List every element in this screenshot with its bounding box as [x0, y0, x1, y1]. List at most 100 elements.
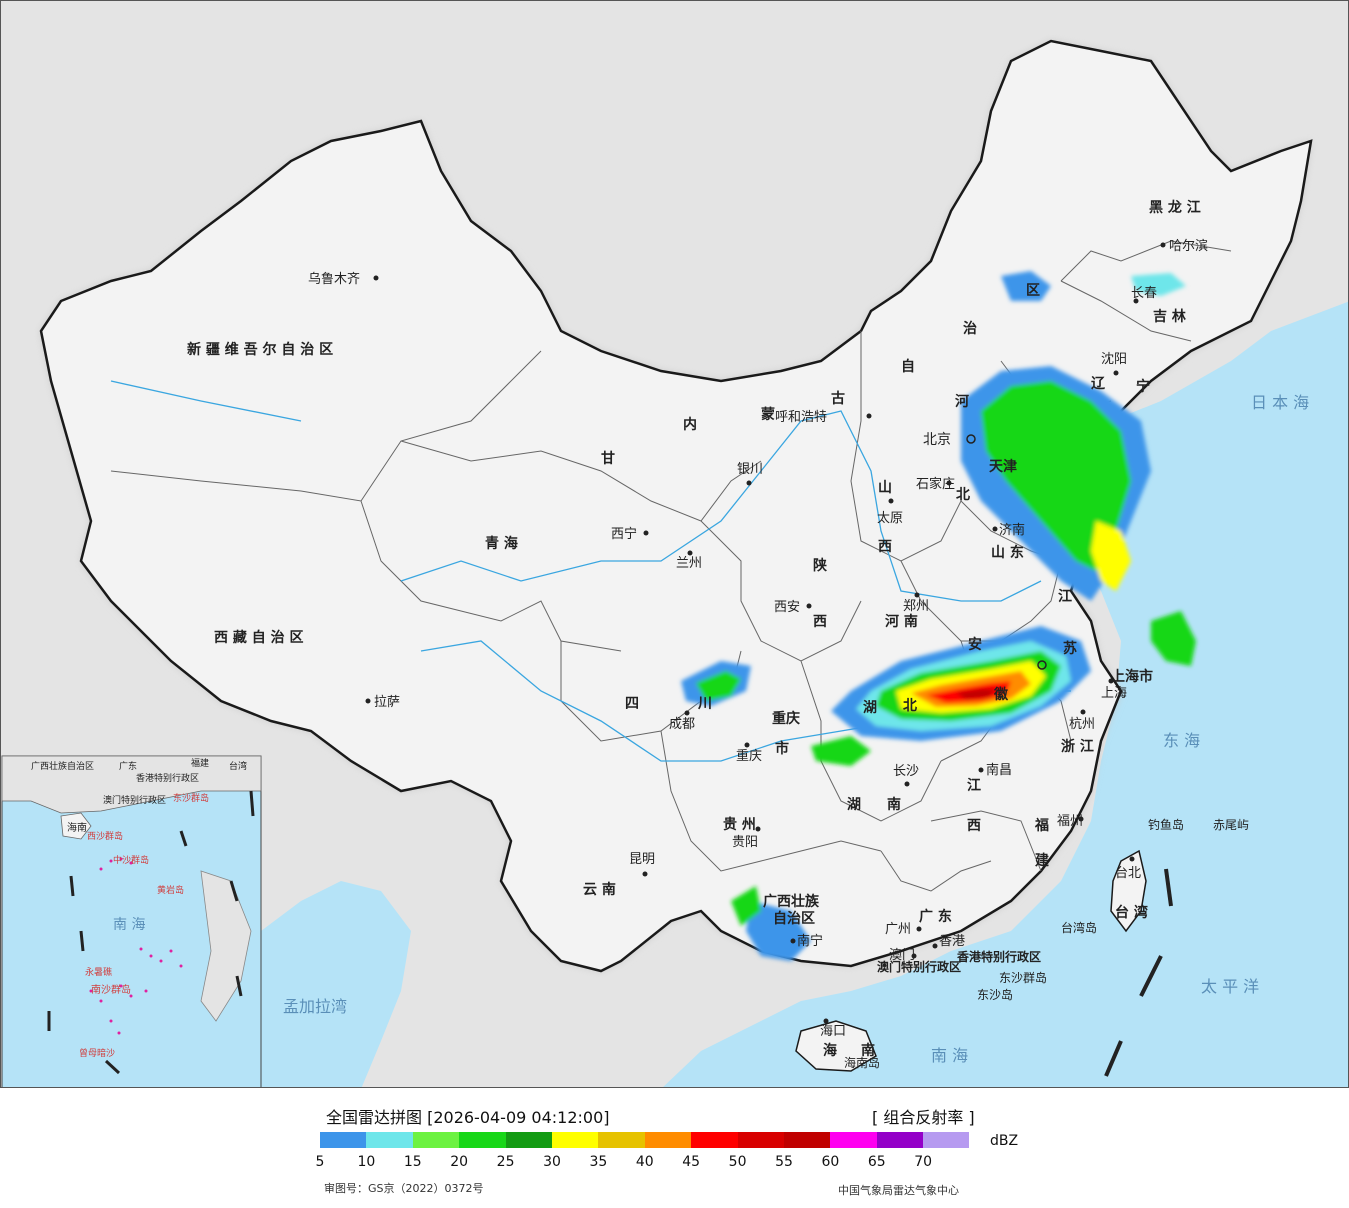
city-changchun: 长春: [1131, 286, 1157, 301]
inset-yongshu: 永暑礁: [85, 966, 112, 978]
city-kunming: 昆明: [629, 852, 655, 867]
label-guangdong: 广 东: [919, 908, 952, 925]
scale-tick-5: 5: [315, 1154, 325, 1170]
unit-label: dBZ: [990, 1133, 1019, 1149]
label-hu: 湖: [847, 797, 861, 813]
label-henan: 河 南: [885, 613, 918, 630]
color-swatch-13: [923, 1132, 970, 1148]
island-chiwei: 赤尾屿: [1213, 818, 1249, 832]
scale-tick-15: 15: [403, 1154, 422, 1170]
label-he: 河: [955, 393, 969, 410]
color-swatch-11: [830, 1132, 877, 1148]
island-diaoyu: 钓鱼岛: [1148, 817, 1184, 832]
label-jx-xi: 西: [967, 818, 981, 834]
label-zhi: 治: [963, 320, 977, 337]
label-hainan-nan: 南: [861, 1042, 875, 1059]
label-taiwan: 台 湾: [1115, 904, 1148, 921]
color-swatch-7: [644, 1132, 692, 1148]
label-chuan: 川: [697, 696, 712, 712]
label-yunnan: 云 南: [583, 881, 616, 898]
label-gan: 甘: [601, 450, 615, 467]
label-qu: 区: [1026, 283, 1040, 299]
label-gu: 古: [831, 390, 845, 407]
taiwan-island: [1110, 849, 1147, 933]
scale-tick-45: 45: [682, 1154, 701, 1170]
inset-taiwan: 台湾: [229, 760, 247, 772]
label-shaanxi-xi: 西: [813, 614, 827, 630]
scale-tick-20: 20: [450, 1154, 469, 1170]
city-xian: 西安: [774, 600, 800, 615]
inset-macao: 澳门特别行政区: [103, 794, 166, 806]
label-guangxi-1: 广西壮族: [763, 893, 820, 910]
city-lanzhou: 兰州: [676, 556, 702, 571]
city-lhasa: 拉萨: [374, 695, 400, 710]
label-hubei-hu: 湖: [863, 700, 877, 716]
city-shenyang: 沈阳: [1101, 352, 1127, 367]
boundary-dashes: [1104, 868, 1173, 1077]
inset-guangdong: 广东: [119, 760, 137, 772]
sea-japan: [1201, 332, 1348, 701]
label-qinghai: 青 海: [485, 535, 518, 552]
radar-echoes: [681, 271, 1196, 961]
city-jinan: 济南: [999, 522, 1025, 538]
label-fu: 福: [1034, 817, 1049, 834]
city-guangzhou: 广州: [885, 922, 911, 937]
scale-tick-60: 60: [821, 1154, 840, 1170]
city-hongkong: 香港: [939, 934, 965, 949]
island-labels: 钓鱼岛 赤尾屿 东沙群岛 东沙岛 台湾岛 海南岛: [844, 817, 1249, 1070]
city-macao: 澳门: [889, 947, 915, 963]
inset-xisha: 西沙群岛: [87, 830, 123, 842]
label-jilin: 吉 林: [1153, 308, 1186, 325]
label-liao: 辽: [1091, 376, 1106, 392]
color-swatch-6: [598, 1132, 645, 1148]
label-zi: 自: [901, 358, 915, 375]
scale-tick-25: 25: [496, 1154, 515, 1170]
city-haikou: 海口: [820, 1024, 846, 1039]
label-an: 安: [968, 636, 982, 653]
label-xinjiang: 新 疆 维 吾 尔 自 治 区: [187, 341, 333, 358]
label-shandong: 山 东: [991, 544, 1024, 561]
color-swatch-10: [783, 1132, 831, 1148]
inset-guangxi: 广西壮族自治区: [31, 760, 94, 772]
hainan-island: [795, 1020, 877, 1072]
label-si: 四: [625, 696, 639, 712]
city-xining: 西宁: [611, 526, 637, 542]
island-hainan: 海南岛: [844, 1055, 880, 1070]
city-yinchuan: 银川: [737, 462, 763, 477]
legend-panel: 全国雷达拼图 [2026-04-09 04:12:00] [ 组合反射率 ] 5…: [0, 1088, 1349, 1208]
scale-tick-30: 30: [543, 1154, 561, 1170]
scale-tick-10: 10: [357, 1154, 376, 1170]
label-guangxi-2: 自治区: [773, 910, 815, 927]
scale-tick-40: 40: [635, 1154, 654, 1170]
color-swatch-4: [505, 1132, 552, 1148]
label-shi: 市: [775, 740, 789, 757]
inset-zengmu: 曾母暗沙: [79, 1047, 115, 1059]
label-tianjin: 天津: [989, 458, 1017, 475]
label-shan: 山: [878, 480, 892, 496]
color-swatch-5: [551, 1132, 599, 1148]
approval-number: 审图号：GS京（2022）0372号: [324, 1182, 484, 1195]
city-shijiazhuang: 石家庄: [916, 476, 955, 492]
label-hui: 徽: [993, 686, 1009, 703]
label-nan: 南: [887, 796, 901, 813]
label-hai: 海: [823, 1042, 837, 1059]
scale-tick-65: 65: [867, 1154, 886, 1170]
color-swatch-3: [459, 1132, 506, 1148]
color-swatch-8: [691, 1132, 738, 1148]
label-heilongjiang: 黑 龙 江: [1149, 199, 1201, 216]
scale-tick-50: 50: [728, 1154, 747, 1170]
inset-huangyan: 黄岩岛: [157, 884, 184, 896]
city-nanning: 南宁: [797, 933, 823, 949]
color-scale-bar: [320, 1132, 970, 1148]
inset-sea-label: 南 海: [113, 917, 145, 933]
color-swatch-0: [320, 1132, 367, 1148]
scale-tick-70: 70: [914, 1154, 933, 1170]
inset-nansha: 南沙群岛: [91, 983, 131, 996]
color-swatch-2: [412, 1132, 460, 1148]
city-hangzhou: 杭州: [1069, 717, 1095, 732]
city-zhengzhou: 郑州: [903, 599, 929, 614]
label-macao-sar: 澳门特别行政区: [877, 959, 961, 974]
label-su: 苏: [1063, 640, 1077, 657]
label-hk-sar: 香港特别行政区: [956, 949, 1041, 964]
label-shanghai: 上海市: [1111, 668, 1153, 685]
